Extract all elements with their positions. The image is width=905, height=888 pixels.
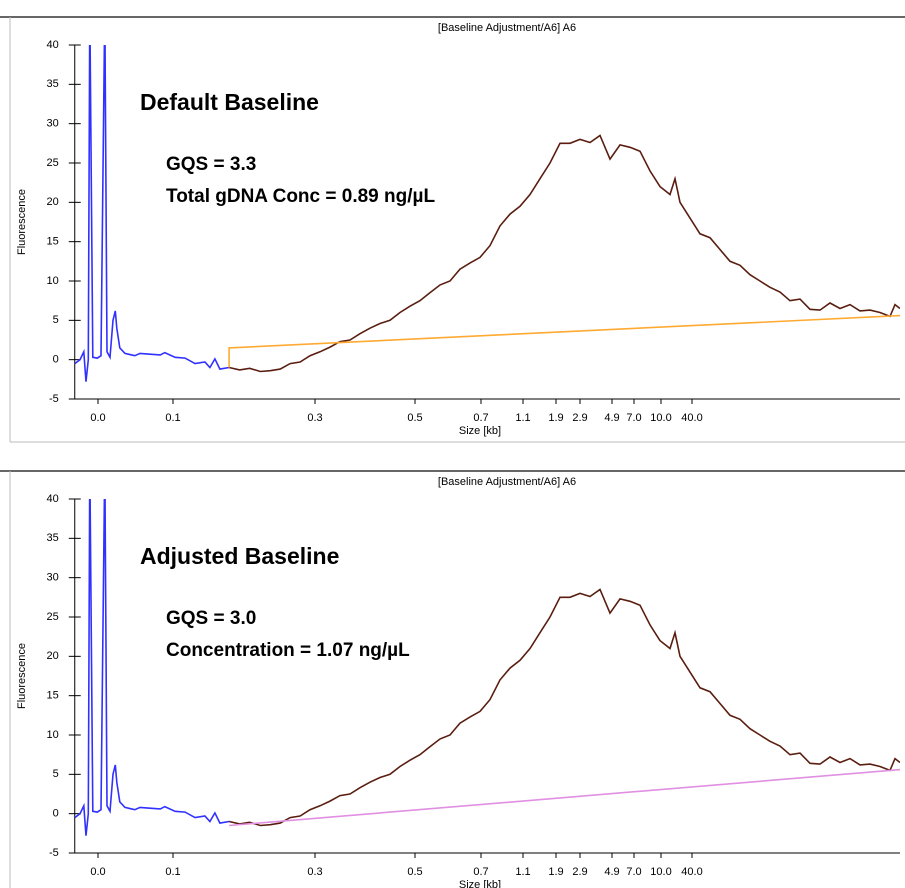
- annotation: Adjusted Baseline: [140, 543, 339, 569]
- x-axis-label: Size [kb]: [459, 879, 501, 888]
- y-tick-label: 35: [47, 532, 59, 544]
- y-tick-label: 35: [47, 78, 59, 90]
- x-tick-label: 2.9: [572, 412, 587, 424]
- y-tick-label: 10: [47, 729, 59, 741]
- y-axis-label: Fluorescence: [16, 189, 28, 255]
- annotation: Total gDNA Conc = 0.89 ng/µL: [166, 186, 435, 207]
- x-tick-label: 1.9: [548, 866, 563, 878]
- chart-panel: [Baseline Adjustment/A6] A6 -5 0 5 10 15 20 25 3…: [0, 470, 905, 888]
- x-tick-label: 0.0: [90, 412, 105, 424]
- x-tick-label: 1.9: [548, 412, 563, 424]
- y-tick-label: 40: [47, 39, 59, 51]
- x-tick-label: 4.9: [604, 866, 619, 878]
- x-tick-label: 0.3: [307, 412, 322, 424]
- y-tick-label: 15: [47, 236, 59, 248]
- x-tick-label: 4.9: [604, 412, 619, 424]
- y-tick-label: -5: [49, 393, 59, 405]
- x-tick-label: 0.1: [165, 412, 180, 424]
- x-tick-label: 0.7: [473, 866, 488, 878]
- y-tick-label: 0: [53, 808, 59, 820]
- x-tick-label: 7.0: [626, 866, 641, 878]
- y-axis-label: Fluorescence: [16, 643, 28, 709]
- data-line: [228, 588, 901, 827]
- annotation: Default Baseline: [140, 89, 319, 115]
- x-tick-label: 0.7: [473, 412, 488, 424]
- data-line: [74, 45, 230, 382]
- x-tick-label: 10.0: [650, 412, 671, 424]
- data-line: [228, 314, 901, 368]
- data-line: [74, 499, 230, 836]
- y-tick-label: 30: [47, 572, 59, 584]
- y-tick-label: 15: [47, 690, 59, 702]
- x-tick-label: 0.5: [407, 412, 422, 424]
- chart-title: [Baseline Adjustment/A6] A6: [438, 476, 576, 488]
- annotation: Concentration = 1.07 ng/µL: [166, 640, 410, 661]
- y-tick-label: 40: [47, 493, 59, 505]
- x-tick-label: 2.9: [572, 866, 587, 878]
- y-tick-label: 10: [47, 275, 59, 287]
- y-tick-label: 20: [47, 650, 59, 662]
- x-tick-label: 40.0: [681, 412, 702, 424]
- y-tick-label: 0: [53, 354, 59, 366]
- data-line: [228, 134, 901, 373]
- x-tick-label: 0.0: [90, 866, 105, 878]
- x-tick-label: 1.1: [515, 412, 530, 424]
- x-tick-label: 0.3: [307, 866, 322, 878]
- annotation: GQS = 3.3: [166, 154, 256, 175]
- x-tick-label: 0.1: [165, 866, 180, 878]
- y-tick-label: -5: [49, 847, 59, 859]
- y-tick-label: 25: [47, 611, 59, 623]
- x-tick-label: 0.5: [407, 866, 422, 878]
- x-tick-label: 10.0: [650, 866, 671, 878]
- y-tick-label: 5: [53, 768, 59, 780]
- data-line: [229, 768, 901, 827]
- x-tick-label: 7.0: [626, 412, 641, 424]
- x-tick-label: 1.1: [515, 866, 530, 878]
- chart-panel: [Baseline Adjustment/A6] A6 -5 0 5 10 15 20 25 3…: [0, 16, 905, 443]
- y-tick-label: 25: [47, 157, 59, 169]
- x-tick-label: 40.0: [681, 866, 702, 878]
- y-tick-label: 5: [53, 314, 59, 326]
- y-tick-label: 20: [47, 196, 59, 208]
- annotation: GQS = 3.0: [166, 608, 256, 629]
- chart-title: [Baseline Adjustment/A6] A6: [438, 22, 576, 34]
- x-axis-label: Size [kb]: [459, 425, 501, 437]
- y-tick-label: 30: [47, 118, 59, 130]
